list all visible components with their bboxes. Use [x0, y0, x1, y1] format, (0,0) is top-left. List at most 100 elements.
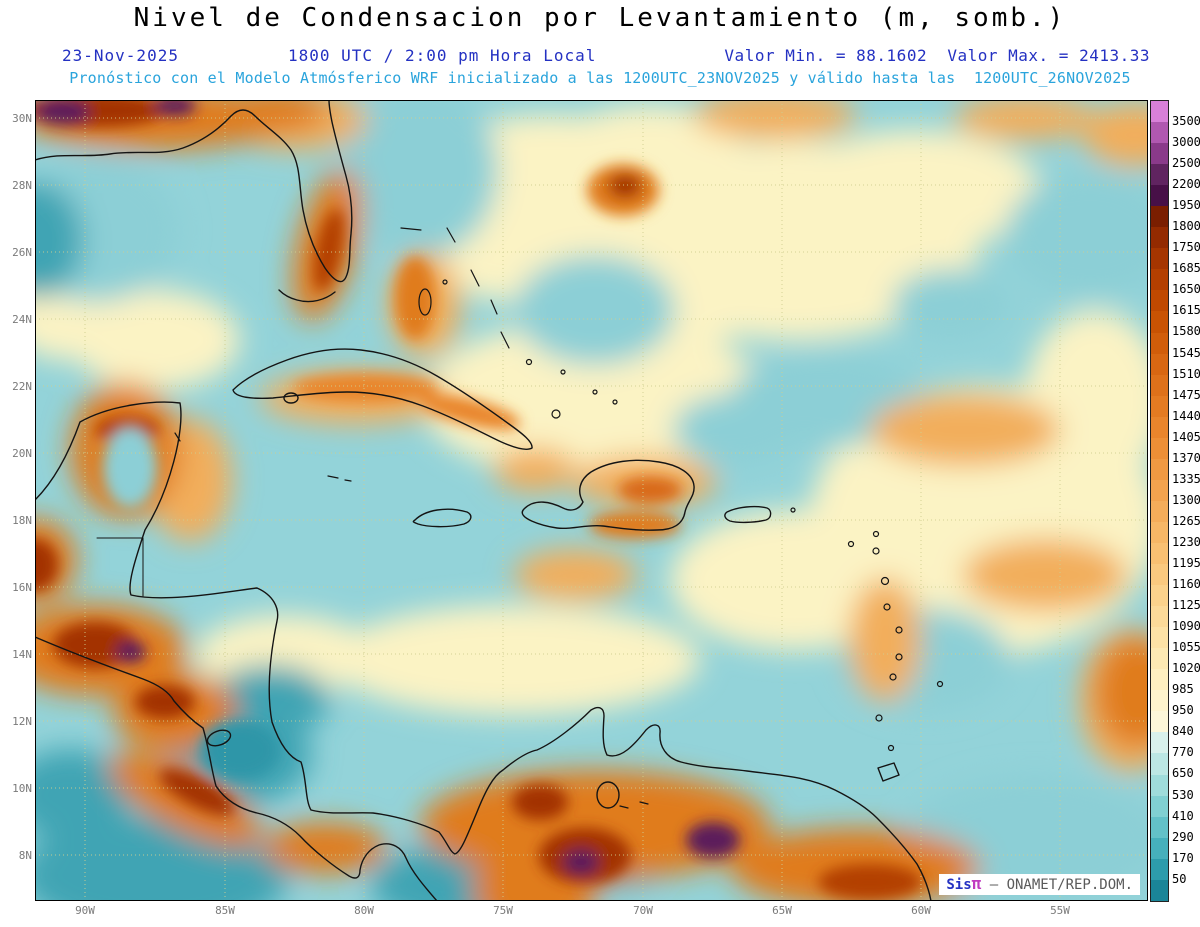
colorbar-cell	[1151, 669, 1168, 691]
colorbar-label: 985	[1172, 682, 1194, 697]
lat-tick-label: 20N	[12, 447, 32, 460]
colorbar-label: 1335	[1172, 471, 1200, 486]
coast-jamaica	[412, 508, 472, 528]
colorbar-cell	[1151, 332, 1168, 354]
colorbar-cell	[1151, 585, 1168, 607]
colorbar-cell	[1151, 479, 1168, 501]
colorbar-cell	[1151, 206, 1168, 228]
plot-border	[35, 100, 1148, 901]
watermark: Sisπ – ONAMET/REP.DOM.	[939, 874, 1140, 895]
valid-date: 23-Nov-2025	[62, 46, 179, 65]
colorbar-cell	[1151, 290, 1168, 312]
colorbar-cell	[1151, 816, 1168, 838]
valid-time: 1800 UTC / 2:00 pm Hora Local	[288, 46, 597, 65]
colorbar-cell	[1151, 795, 1168, 817]
colorbar-label: 3000	[1172, 135, 1200, 150]
colorbar-label: 1090	[1172, 619, 1200, 634]
colorbar-label: 1055	[1172, 640, 1200, 655]
lon-tick-label: 70W	[633, 904, 653, 917]
colorbar-cell	[1151, 564, 1168, 586]
lon-tick-label: 55W	[1050, 904, 1070, 917]
lon-tick-label: 75W	[493, 904, 513, 917]
colorbar-label: 1300	[1172, 492, 1200, 507]
colorbar-cell	[1151, 753, 1168, 775]
colorbar-cell	[1151, 437, 1168, 459]
lon-tick-label: 90W	[75, 904, 95, 917]
watermark-org: – ONAMET/REP.DOM.	[981, 877, 1133, 893]
colorbar-cell	[1151, 269, 1168, 291]
colorbar-label: 3500	[1172, 114, 1200, 129]
contour-layer-cores	[35, 100, 922, 900]
colorbar-labels: 3500 3000 2500 2200 1950 1800 1750 1685 …	[1172, 100, 1200, 900]
colorbar-label: 1020	[1172, 661, 1200, 676]
coast-gulf-florida	[35, 100, 353, 283]
gridline-layer	[35, 100, 1148, 901]
model-init-line: Pronóstico con el Modelo Atmósferico WRF…	[69, 69, 1131, 87]
colorbar-label: 1195	[1172, 556, 1200, 570]
colorbar-cell	[1151, 858, 1168, 880]
lake-nicaragua	[206, 729, 232, 747]
colorbar-cell	[1151, 711, 1168, 733]
lon-tick-label: 80W	[354, 904, 374, 917]
coastline-layer	[35, 100, 944, 901]
coast-hispaniola	[521, 459, 695, 531]
colorbar-label: 770	[1172, 745, 1194, 760]
colorbar-cell	[1151, 542, 1168, 565]
colorbar-label: 1510	[1172, 366, 1200, 381]
colorbar-label: 1685	[1172, 261, 1200, 276]
lat-tick-label: 10N	[12, 782, 32, 795]
coast-cozumel	[174, 432, 181, 442]
colorbar-label: 1160	[1172, 577, 1200, 592]
colorbar-label: 1580	[1172, 324, 1200, 339]
colorbar-cell	[1151, 101, 1168, 123]
colorbar-cell	[1151, 248, 1168, 270]
colorbar-label: 950	[1172, 703, 1194, 718]
contour-layer-smooth	[35, 100, 1148, 901]
lat-tick-label: 28N	[12, 179, 32, 192]
colorbar-cell	[1151, 185, 1168, 207]
colorbar-cell	[1151, 416, 1168, 438]
colorbar-cell	[1151, 500, 1168, 522]
colorbar-cell	[1151, 227, 1168, 249]
colorbar-label: 530	[1172, 787, 1194, 802]
colorbar-label: 1370	[1172, 450, 1200, 465]
coast-lesser-antilles	[790, 507, 944, 752]
colorbar-cell	[1151, 164, 1168, 186]
colorbar-cell	[1151, 521, 1168, 543]
coast-caymans	[327, 475, 352, 482]
coast-abc-islands	[619, 801, 649, 809]
lake-maracaibo	[596, 781, 620, 809]
colorbar-label: 650	[1172, 766, 1194, 781]
colorbar-label: 1405	[1172, 429, 1200, 444]
page-title: Nivel de Condensacion por Levantamiento …	[133, 3, 1067, 33]
lon-tick-label: 65W	[772, 904, 792, 917]
lat-tick-label: 16N	[12, 581, 32, 594]
colorbar-label: 1800	[1172, 219, 1200, 234]
lat-tick-label: 8N	[18, 849, 32, 862]
lat-tick-label: 30N	[12, 112, 32, 125]
colorbar-label: 840	[1172, 724, 1194, 739]
colorbar-cell	[1151, 690, 1168, 712]
colorbar-label: 1750	[1172, 240, 1200, 255]
watermark-brand: Sis	[946, 877, 972, 893]
colorbar-cell	[1151, 648, 1168, 670]
colorbar-label: 50	[1172, 871, 1187, 886]
colorbar-label: 1230	[1172, 534, 1200, 549]
coast-trinidad	[877, 762, 900, 782]
colorbar-label: 410	[1172, 808, 1194, 823]
lat-tick-label: 12N	[12, 715, 32, 728]
coast-pacific	[35, 636, 438, 901]
colorbar-label: 1440	[1172, 408, 1200, 423]
coast-puerto-rico	[724, 505, 772, 524]
colorbar-label: 1475	[1172, 387, 1200, 402]
map-plot: Sisπ – ONAMET/REP.DOM.	[35, 100, 1148, 901]
map-canvas	[35, 100, 1148, 901]
lon-tick-label: 60W	[911, 904, 931, 917]
colorbar-cell	[1151, 606, 1168, 628]
colorbar	[1150, 100, 1169, 902]
lat-tick-label: 22N	[12, 380, 32, 393]
colorbar-cell	[1151, 837, 1168, 859]
min-max-values: Valor Min. = 88.1602 Valor Max. = 2413.3…	[724, 46, 1150, 65]
colorbar-cell	[1151, 458, 1168, 480]
colorbar-label: 1125	[1172, 598, 1200, 613]
